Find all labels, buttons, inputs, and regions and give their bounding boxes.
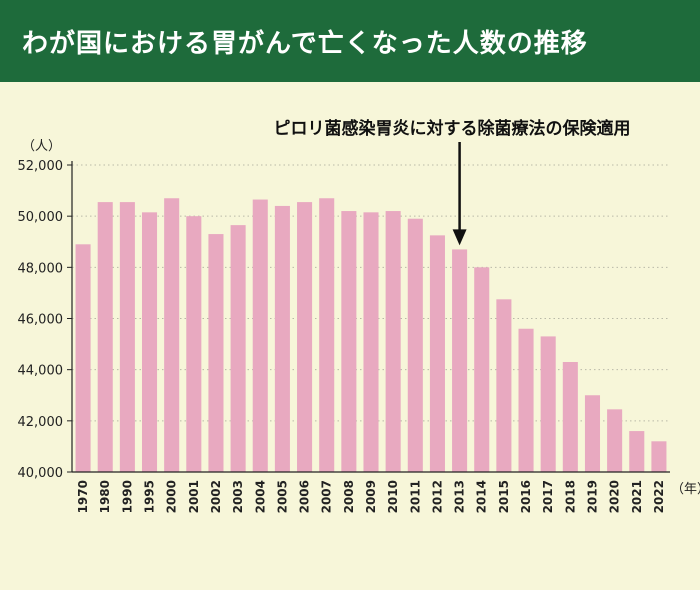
bar-2018: [562, 361, 578, 472]
bar-2015: [496, 299, 512, 472]
x-tick-label: 2019: [585, 480, 599, 513]
y-tick-label: 52,000: [18, 159, 64, 174]
bar-2019: [584, 395, 601, 472]
bars: [75, 198, 667, 473]
bar-1970: [75, 244, 91, 472]
y-tick-label: 50,000: [18, 210, 64, 225]
annotation-arrow: [452, 142, 467, 246]
x-tick-label: 2011: [408, 480, 422, 513]
x-tick-label: 1995: [143, 480, 157, 513]
y-tick-labels: 40,000 42,000 44,000 46,000 48,000 50,000 52,0…: [18, 159, 64, 481]
bar-2000: [164, 198, 180, 472]
page-title: わが国における胃がんで亡くなった人数の推移: [22, 28, 588, 59]
y-tick-label: 44,000: [18, 364, 64, 379]
bar-2021: [629, 431, 645, 472]
x-tick-label: 2013: [453, 480, 467, 513]
x-tick-label: 2016: [519, 480, 533, 513]
bar-1980: [97, 202, 113, 472]
x-tick-label: 1970: [76, 480, 90, 513]
x-tick-label: 2003: [231, 480, 245, 513]
y-unit-label: （人）: [22, 139, 61, 154]
bar-2008: [341, 211, 357, 473]
bar-2016: [518, 328, 534, 472]
x-tick-labels: 1970 1980 1990 1995 2000 2001 2002 2003 2004 2005…: [76, 480, 666, 513]
x-tick-label: 2010: [386, 480, 400, 513]
x-tick-label: 2006: [298, 480, 312, 513]
bar-2006: [297, 202, 313, 472]
bar-2013: [452, 249, 468, 472]
x-tick-label: 2017: [541, 480, 555, 513]
x-tick-label: 2000: [165, 480, 179, 513]
bar-2004: [252, 199, 268, 472]
x-tick-label: 2002: [209, 480, 223, 513]
bar-2017: [540, 336, 556, 472]
x-tick-label: 2020: [608, 480, 622, 513]
x-tick-label: 2001: [187, 480, 201, 513]
x-tick-label: 2004: [253, 480, 267, 513]
x-tick-label: 2012: [430, 480, 444, 513]
bar-2001: [186, 216, 202, 472]
x-tick-label: 2021: [630, 480, 644, 513]
x-tick-label: 2014: [475, 480, 489, 513]
bar-2022: [651, 441, 667, 472]
annotation-arrow-head: [452, 229, 467, 246]
bar-2012: [429, 235, 445, 472]
x-tick-label: 2008: [342, 480, 356, 513]
x-unit-label: （年）: [671, 482, 700, 497]
y-tick-label: 42,000: [18, 415, 64, 430]
x-tick-label: 2005: [275, 480, 289, 513]
x-tick-label: 2007: [320, 480, 334, 513]
bar-2020: [607, 409, 623, 472]
bar-2014: [474, 267, 490, 472]
y-tick-label: 48,000: [18, 261, 64, 276]
x-tick-label: 1980: [98, 480, 112, 513]
bar-2010: [385, 211, 401, 473]
axes: [67, 161, 670, 473]
x-tick-label: 2009: [364, 480, 378, 513]
bar-chart: 40,000 42,000 44,000 46,000 48,000 50,000 52,0…: [18, 118, 700, 513]
x-tick-label: 2022: [652, 480, 666, 513]
annotation-text: ピロリ菌感染胃炎に対する除菌療法の保険適用: [274, 118, 631, 139]
title-banner: わが国における胃がんで亡くなった人数の推移: [0, 0, 700, 82]
bar-2003: [230, 225, 246, 472]
bar-2002: [208, 234, 224, 472]
x-tick-label: 2018: [563, 480, 577, 513]
bar-2011: [407, 218, 423, 472]
bar-2005: [274, 205, 290, 472]
bar-1995: [141, 212, 158, 472]
y-tick-label: 46,000: [18, 313, 64, 328]
y-tick-label: 40,000: [18, 466, 64, 481]
x-tick-label: 1990: [120, 480, 134, 513]
bar-1990: [119, 202, 135, 472]
bar-2007: [319, 198, 335, 472]
bar-2009: [363, 212, 379, 472]
x-tick-label: 2015: [497, 480, 511, 513]
